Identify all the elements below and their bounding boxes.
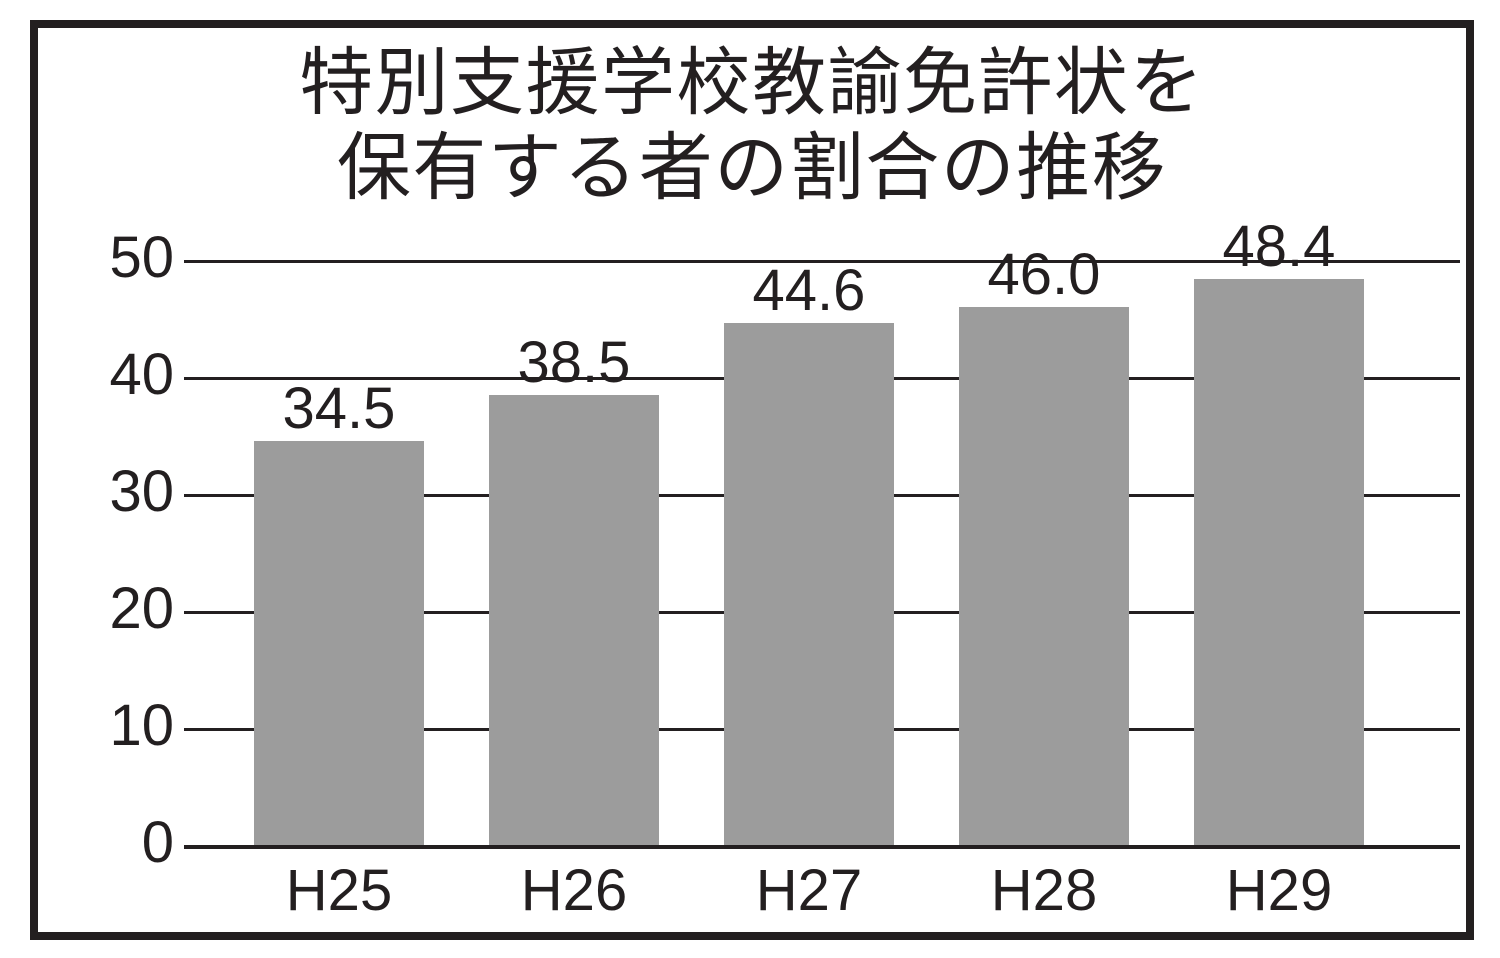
value-label: 46.0 bbox=[929, 241, 1159, 308]
x-tick-label: H28 bbox=[939, 857, 1149, 924]
y-tick-label: 20 bbox=[64, 575, 174, 642]
y-tick-label: 0 bbox=[64, 809, 174, 876]
x-tick-label: H27 bbox=[704, 857, 914, 924]
y-tick-label: 50 bbox=[64, 224, 174, 291]
x-tick-label: H26 bbox=[469, 857, 679, 924]
x-tick-label: H29 bbox=[1174, 857, 1384, 924]
value-label: 44.6 bbox=[694, 257, 924, 324]
chart-title: 特別支援学校教諭免許状を 保有する者の割合の推移 bbox=[30, 40, 1474, 210]
value-label: 34.5 bbox=[224, 375, 454, 442]
bar bbox=[489, 395, 659, 845]
bar bbox=[724, 323, 894, 845]
bar bbox=[1194, 279, 1364, 845]
x-tick-label: H25 bbox=[234, 857, 444, 924]
y-tick-label: 30 bbox=[64, 458, 174, 525]
y-tick-label: 10 bbox=[64, 692, 174, 759]
y-tick-label: 40 bbox=[64, 341, 174, 408]
bar bbox=[254, 441, 424, 845]
value-label: 38.5 bbox=[459, 329, 689, 396]
value-label: 48.4 bbox=[1164, 213, 1394, 280]
x-axis bbox=[184, 845, 1460, 849]
bar bbox=[959, 307, 1129, 845]
